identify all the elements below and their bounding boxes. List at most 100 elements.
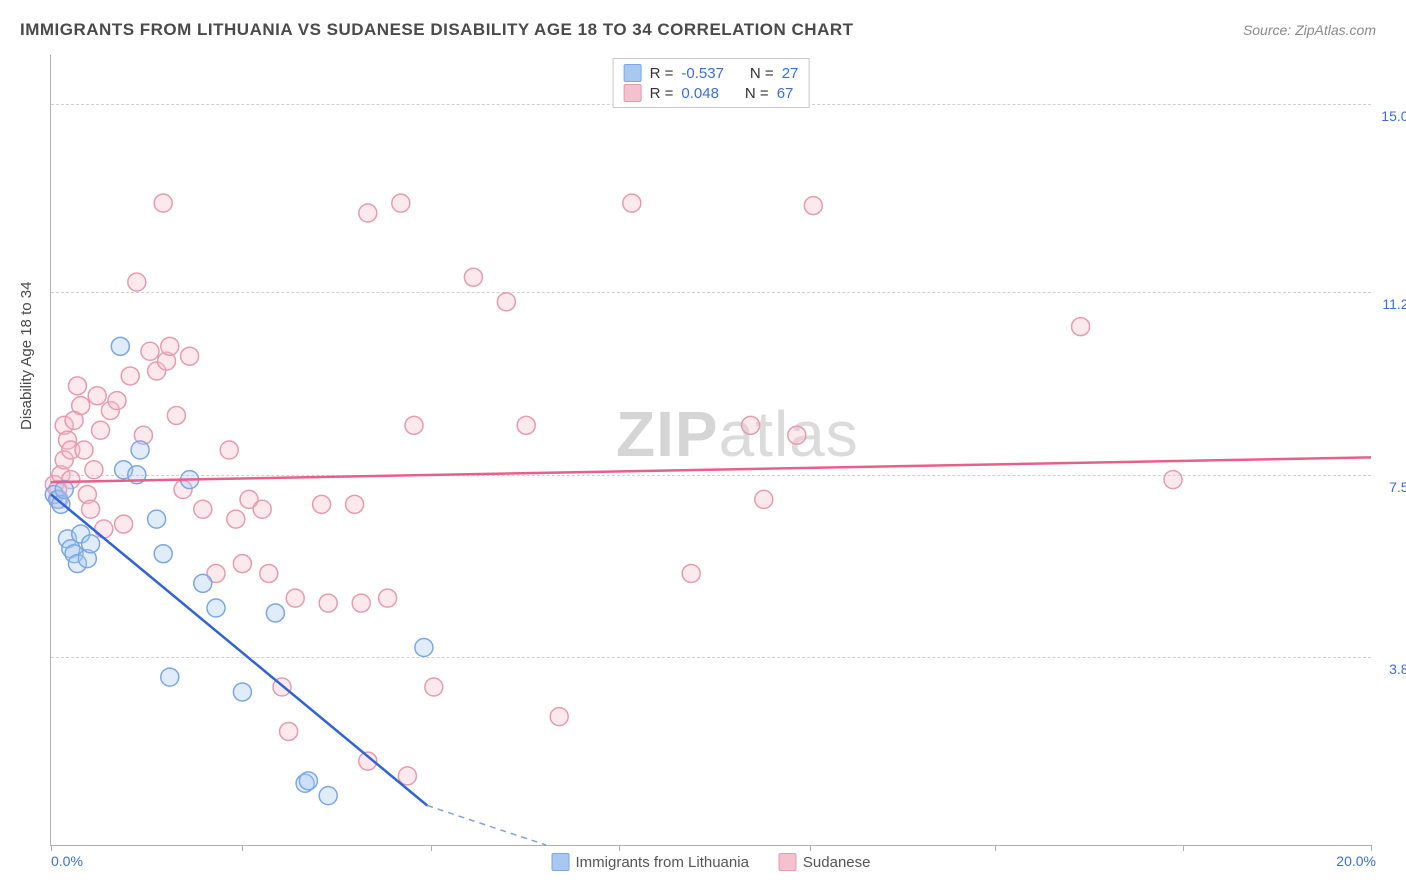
data-point [359,204,377,222]
legend-row-sudanese: R = 0.048 N = 67 [624,83,799,103]
n-label: N = [745,85,769,102]
x-max-label: 20.0% [1336,853,1376,869]
data-point [405,416,423,434]
data-point [299,772,317,790]
data-point [804,197,822,215]
data-point [517,416,535,434]
r-label: R = [650,65,674,82]
x-tick-mark [1183,845,1184,851]
n-value: 67 [777,85,794,102]
x-tick-mark [619,845,620,851]
legend-item-lithuania: Immigrants from Lithuania [552,853,749,871]
scatter-sudanese [45,194,1182,785]
legend-label: Immigrants from Lithuania [576,854,749,871]
data-point [111,337,129,355]
trend-line-dashed [427,806,546,846]
r-value: -0.537 [681,65,724,82]
data-point [313,495,331,513]
data-point [131,441,149,459]
data-point [286,589,304,607]
data-point [161,668,179,686]
trend-lines [51,457,1371,845]
data-point [398,767,416,785]
y-tick-label: 15.0% [1373,108,1406,124]
swatch-icon [624,84,642,102]
data-point [253,500,271,518]
data-point [233,555,251,573]
data-point [352,594,370,612]
data-point [266,604,284,622]
swatch-icon [779,853,797,871]
data-point [550,708,568,726]
x-tick-mark [431,845,432,851]
chart-svg [51,55,1371,845]
data-point [88,387,106,405]
data-point [379,589,397,607]
data-point [95,520,113,538]
legend-item-sudanese: Sudanese [779,853,871,871]
data-point [161,337,179,355]
y-tick-label: 11.2% [1373,296,1406,312]
y-axis-label: Disability Age 18 to 34 [18,282,35,430]
data-point [108,392,126,410]
legend-label: Sudanese [803,854,871,871]
data-point [742,416,760,434]
data-point [280,722,298,740]
data-point [154,194,172,212]
data-point [85,461,103,479]
data-point [1164,471,1182,489]
data-point [233,683,251,701]
swatch-icon [624,64,642,82]
x-tick-mark [51,845,52,851]
x-tick-mark [810,845,811,851]
data-point [425,678,443,696]
data-point [194,574,212,592]
data-point [75,441,93,459]
data-point [154,545,172,563]
y-tick-label: 3.8% [1373,661,1406,677]
data-point [415,639,433,657]
y-tick-label: 7.5% [1373,479,1406,495]
x-tick-mark [242,845,243,851]
source-attribution: Source: ZipAtlas.com [1243,22,1376,38]
n-value: 27 [782,65,799,82]
data-point [623,194,641,212]
data-point [121,367,139,385]
x-tick-mark [1371,845,1372,851]
swatch-icon [552,853,570,871]
data-point [464,268,482,286]
data-point [227,510,245,528]
data-point [141,342,159,360]
data-point [392,194,410,212]
r-label: R = [650,85,674,102]
data-point [755,490,773,508]
data-point [682,564,700,582]
data-point [207,599,225,617]
data-point [319,594,337,612]
x-origin-label: 0.0% [51,853,83,869]
plot-area: ZIPatlas 3.8%7.5%11.2%15.0% R = -0.537 N… [50,55,1371,846]
trend-line [51,494,427,805]
series-legend: Immigrants from Lithuania Sudanese [552,853,871,871]
data-point [68,377,86,395]
data-point [194,500,212,518]
data-point [128,273,146,291]
data-point [260,564,278,582]
chart-title: IMMIGRANTS FROM LITHUANIA VS SUDANESE DI… [20,20,854,40]
data-point [72,397,90,415]
legend-row-lithuania: R = -0.537 N = 27 [624,63,799,83]
data-point [788,426,806,444]
data-point [319,787,337,805]
correlation-legend: R = -0.537 N = 27 R = 0.048 N = 67 [613,58,810,108]
data-point [346,495,364,513]
data-point [148,510,166,528]
r-value: 0.048 [681,85,719,102]
data-point [82,535,100,553]
data-point [82,500,100,518]
x-tick-mark [995,845,996,851]
data-point [92,421,110,439]
data-point [181,347,199,365]
data-point [115,515,133,533]
n-label: N = [750,65,774,82]
data-point [1072,318,1090,336]
